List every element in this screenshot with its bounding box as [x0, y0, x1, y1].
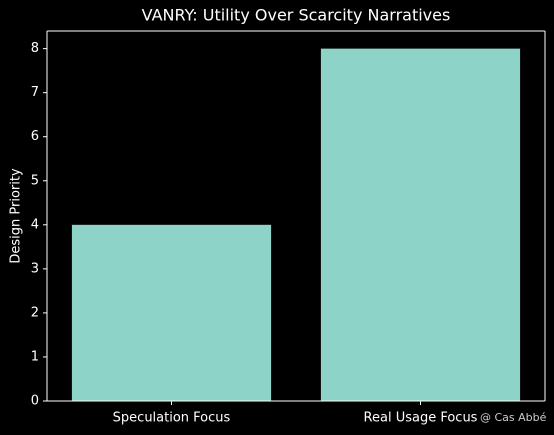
bar: [320, 48, 521, 401]
y-tick-label: 1: [31, 349, 39, 364]
y-tick-label: 4: [31, 217, 39, 232]
watermark: @ Cas Abbé: [480, 411, 547, 424]
y-tick-label: 0: [31, 394, 39, 409]
x-tick-label: Speculation Focus: [113, 411, 231, 426]
y-tick-label: 2: [31, 305, 39, 320]
x-tick-label: Real Usage Focus: [364, 411, 478, 426]
y-tick-label: 3: [31, 261, 39, 276]
y-tick-label: 7: [31, 85, 39, 100]
y-tick-label: 5: [31, 173, 39, 188]
y-tick-label: 8: [31, 41, 39, 56]
y-axis-label: Design Priority: [9, 168, 24, 264]
chart-title: VANRY: Utility Over Scarcity Narratives: [142, 6, 451, 25]
bar: [71, 224, 272, 401]
y-tick-label: 6: [31, 129, 39, 144]
